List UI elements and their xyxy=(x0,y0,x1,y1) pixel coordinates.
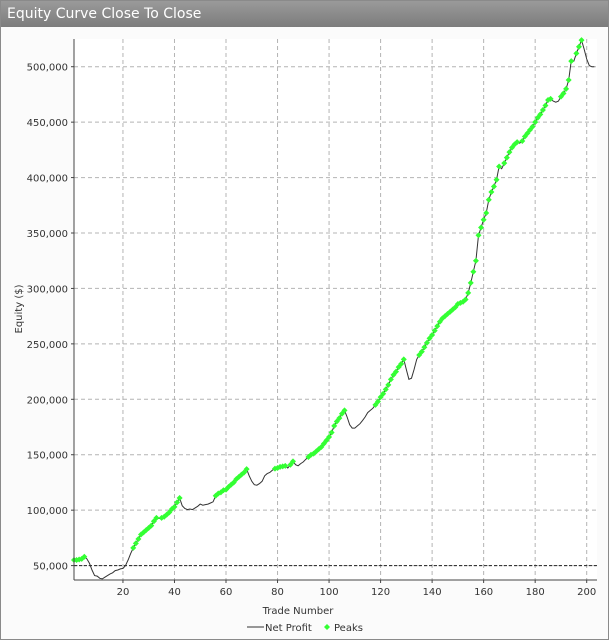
peak-marker xyxy=(467,279,474,286)
peak-marker xyxy=(529,123,536,130)
peaks-markers xyxy=(71,37,585,564)
peak-marker xyxy=(573,50,580,57)
peak-marker xyxy=(539,106,546,113)
peak-marker xyxy=(493,176,500,183)
peak-marker xyxy=(496,163,503,170)
y-tick-label: 300,000 xyxy=(27,284,68,295)
peak-marker xyxy=(336,415,343,422)
peak-marker xyxy=(130,544,137,551)
peak-marker xyxy=(462,296,469,303)
y-tick-label: 400,000 xyxy=(27,174,68,185)
peak-marker xyxy=(174,499,181,506)
peak-marker xyxy=(135,535,142,542)
peak-marker xyxy=(501,160,508,167)
peak-marker xyxy=(508,144,515,151)
peak-marker xyxy=(418,348,425,355)
peak-marker xyxy=(478,224,485,231)
peak-marker xyxy=(480,216,487,223)
peak-marker xyxy=(143,527,150,534)
peak-marker xyxy=(385,381,392,388)
peak-marker xyxy=(328,429,335,436)
y-axis-title: Equity ($) xyxy=(14,284,25,333)
y-tick-label: 200,000 xyxy=(27,395,68,406)
x-tick-label: 100 xyxy=(320,587,339,598)
peak-marker xyxy=(171,503,178,510)
legend-peaks-swatch xyxy=(324,624,330,630)
x-tick-label: 60 xyxy=(220,587,233,598)
x-tick-label: 160 xyxy=(474,587,493,598)
x-tick-label: 120 xyxy=(371,587,390,598)
peak-marker xyxy=(153,514,160,521)
peak-marker xyxy=(485,196,492,203)
peak-marker xyxy=(483,210,490,217)
peak-marker xyxy=(488,188,495,195)
peak-marker xyxy=(475,232,482,239)
peak-marker xyxy=(380,390,387,397)
y-tick-label: 450,000 xyxy=(27,118,68,129)
x-tick-label: 20 xyxy=(117,587,130,598)
peak-marker xyxy=(423,339,430,346)
y-tick-label: 100,000 xyxy=(27,506,68,517)
peak-marker xyxy=(331,422,338,429)
peak-marker xyxy=(326,433,333,440)
peak-marker xyxy=(421,344,428,351)
peak-marker xyxy=(398,360,405,367)
peak-marker xyxy=(560,90,567,97)
equity-chart: 20 40 60 80 100 120 140 160 180 200 50,000 100,000… xyxy=(14,37,597,634)
x-tick-label: 180 xyxy=(526,587,545,598)
peak-marker xyxy=(382,386,389,393)
peak-marker xyxy=(393,368,400,375)
peak-marker xyxy=(578,37,585,44)
peak-marker xyxy=(387,376,394,383)
x-tick-label: 80 xyxy=(271,587,284,598)
y-tick-label: 350,000 xyxy=(27,229,68,240)
peak-marker xyxy=(563,85,570,92)
x-tick-label: 200 xyxy=(577,587,596,598)
peak-marker xyxy=(490,183,497,190)
y-tick-label: 50,000 xyxy=(33,562,68,573)
peak-marker xyxy=(81,553,88,560)
peak-marker xyxy=(565,77,572,84)
y-tick-labels: 50,000 100,000 150,000 200,000 250,000 300,00… xyxy=(27,63,68,573)
peak-marker xyxy=(431,327,438,334)
peak-marker xyxy=(243,466,250,473)
x-axis-title: Trade Number xyxy=(262,606,335,617)
peak-marker xyxy=(282,462,289,469)
peak-marker xyxy=(465,289,472,296)
axes xyxy=(71,39,597,583)
peak-marker xyxy=(514,139,521,146)
y-tick-label: 500,000 xyxy=(27,63,68,74)
legend-net-profit-label: Net Profit xyxy=(265,623,312,634)
peak-marker xyxy=(289,458,296,465)
plot-area xyxy=(74,39,597,580)
peak-marker xyxy=(470,268,477,275)
x-tick-label: 140 xyxy=(423,587,442,598)
legend: Net Profit Peaks xyxy=(247,623,363,634)
peak-marker xyxy=(341,407,348,414)
peak-marker xyxy=(429,331,436,338)
x-tick-labels: 20 40 60 80 100 120 140 160 180 200 xyxy=(117,587,597,598)
window-title: Equity Curve Close To Close xyxy=(1,1,608,27)
peak-marker xyxy=(547,95,554,102)
peak-marker xyxy=(400,356,407,363)
peak-marker xyxy=(506,149,513,156)
y-tick-label: 250,000 xyxy=(27,340,68,351)
peak-marker xyxy=(472,257,479,264)
peak-marker xyxy=(532,119,539,126)
peak-marker xyxy=(148,522,155,529)
peak-marker xyxy=(542,102,549,109)
peak-marker xyxy=(519,137,526,144)
peak-marker xyxy=(575,43,582,50)
y-tick-label: 150,000 xyxy=(27,451,68,462)
legend-peaks-label: Peaks xyxy=(334,623,363,634)
peak-marker xyxy=(375,398,382,405)
peak-marker xyxy=(132,540,139,547)
peak-marker xyxy=(503,154,510,161)
peak-marker xyxy=(176,494,183,501)
peak-marker xyxy=(434,323,441,330)
peak-marker xyxy=(537,111,544,118)
x-tick-label: 40 xyxy=(168,587,181,598)
peak-marker xyxy=(568,58,575,65)
peak-marker xyxy=(521,133,528,140)
